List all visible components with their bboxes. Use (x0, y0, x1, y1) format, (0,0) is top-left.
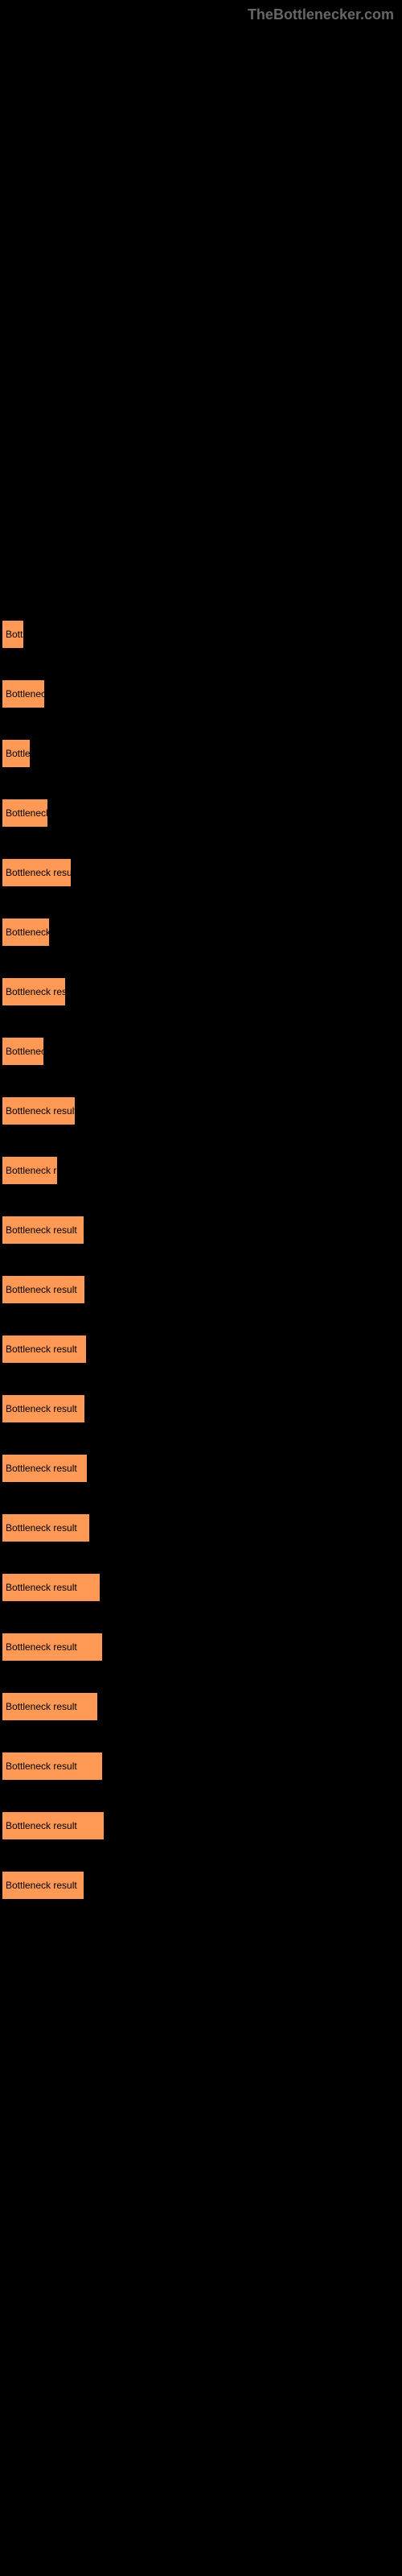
bar: Bottleneck result (2, 1216, 84, 1245)
bar: Bottleneck result (2, 1096, 76, 1125)
bottleneck-result-link[interactable]: Bottleneck result (2, 1513, 402, 1542)
bar-row: Bottleneck result (2, 1811, 402, 1840)
bar-row: Bottleneck result (2, 1573, 402, 1602)
bottleneck-result-link[interactable]: Bottleneck result (2, 1454, 402, 1483)
bar-row: Bottleneck result (2, 977, 402, 1006)
bottleneck-result-link[interactable]: Bottleneck result (2, 739, 402, 768)
bottleneck-result-link[interactable]: Bottleneck result (2, 918, 402, 947)
bar: Bottleneck result (2, 1871, 84, 1900)
bar: Bottleneck result (2, 918, 50, 947)
bottleneck-result-link[interactable]: Bottleneck result (2, 1096, 402, 1125)
bar-row: Bottleneck result (2, 620, 402, 649)
bar-row: Bottleneck result (2, 799, 402, 828)
bar: Bottleneck result (2, 1275, 85, 1304)
bar: Bottleneck result (2, 1394, 85, 1423)
bottleneck-result-link[interactable]: Bottleneck result (2, 977, 402, 1006)
bar-row: Bottleneck result (2, 1275, 402, 1304)
bar: Bottleneck result (2, 1692, 98, 1721)
bar: Bottleneck result (2, 679, 45, 708)
bottleneck-result-link[interactable]: Bottleneck result (2, 1692, 402, 1721)
bar-row: Bottleneck result (2, 1692, 402, 1721)
bar-row: Bottleneck result (2, 1394, 402, 1423)
bottleneck-result-link[interactable]: Bottleneck result (2, 1573, 402, 1602)
bar: Bottleneck result (2, 620, 24, 649)
bottleneck-result-link[interactable]: Bottleneck result (2, 799, 402, 828)
bottleneck-result-link[interactable]: Bottleneck result (2, 1871, 402, 1900)
bar: Bottleneck result (2, 1573, 100, 1602)
bar-row: Bottleneck result (2, 1037, 402, 1066)
bottleneck-result-link[interactable]: Bottleneck result (2, 858, 402, 887)
bar: Bottleneck result (2, 1752, 103, 1781)
bottleneck-result-link[interactable]: Bottleneck result (2, 1335, 402, 1364)
bottleneck-result-link[interactable]: Bottleneck result (2, 1394, 402, 1423)
bar-row: Bottleneck result (2, 1752, 402, 1781)
bar: Bottleneck result (2, 1811, 105, 1840)
bar: Bottleneck result (2, 799, 48, 828)
bar: Bottleneck result (2, 1335, 87, 1364)
bar: Bottleneck result (2, 1633, 103, 1662)
bottleneck-result-link[interactable]: Bottleneck result (2, 679, 402, 708)
bar: Bottleneck result (2, 1454, 88, 1483)
watermark-text: TheBottlenecker.com (248, 6, 394, 23)
bar: Bottleneck result (2, 1513, 90, 1542)
bar: Bottleneck result (2, 1156, 58, 1185)
bar-row: Bottleneck result (2, 1216, 402, 1245)
bottleneck-result-link[interactable]: Bottleneck result (2, 1811, 402, 1840)
bottleneck-result-link[interactable]: Bottleneck result (2, 1275, 402, 1304)
bar-row: Bottleneck result (2, 1096, 402, 1125)
bar: Bottleneck result (2, 1037, 44, 1066)
bar-row: Bottleneck result (2, 918, 402, 947)
bar: Bottleneck result (2, 858, 72, 887)
bottleneck-result-link[interactable]: Bottleneck result (2, 1037, 402, 1066)
bar-chart: Bottleneck result Bottleneck result Bottle… (0, 620, 402, 1900)
bar-row: Bottleneck result (2, 1633, 402, 1662)
bar-row: Bottleneck result (2, 1156, 402, 1185)
bar-row: Bottleneck result (2, 739, 402, 768)
bar-row: Bottleneck result (2, 1871, 402, 1900)
bar: Bottleneck result (2, 739, 31, 768)
bottleneck-result-link[interactable]: Bottleneck result (2, 1752, 402, 1781)
bar-row: Bottleneck result (2, 1454, 402, 1483)
bottleneck-result-link[interactable]: Bottleneck result (2, 620, 402, 649)
bar: Bottleneck result (2, 977, 66, 1006)
bottleneck-result-link[interactable]: Bottleneck result (2, 1216, 402, 1245)
bar-row: Bottleneck result (2, 858, 402, 887)
bar-row: Bottleneck result (2, 1335, 402, 1364)
bar-row: Bottleneck result (2, 1513, 402, 1542)
bottleneck-result-link[interactable]: Bottleneck result (2, 1633, 402, 1662)
bottleneck-result-link[interactable]: Bottleneck result (2, 1156, 402, 1185)
bar-row: Bottleneck result (2, 679, 402, 708)
